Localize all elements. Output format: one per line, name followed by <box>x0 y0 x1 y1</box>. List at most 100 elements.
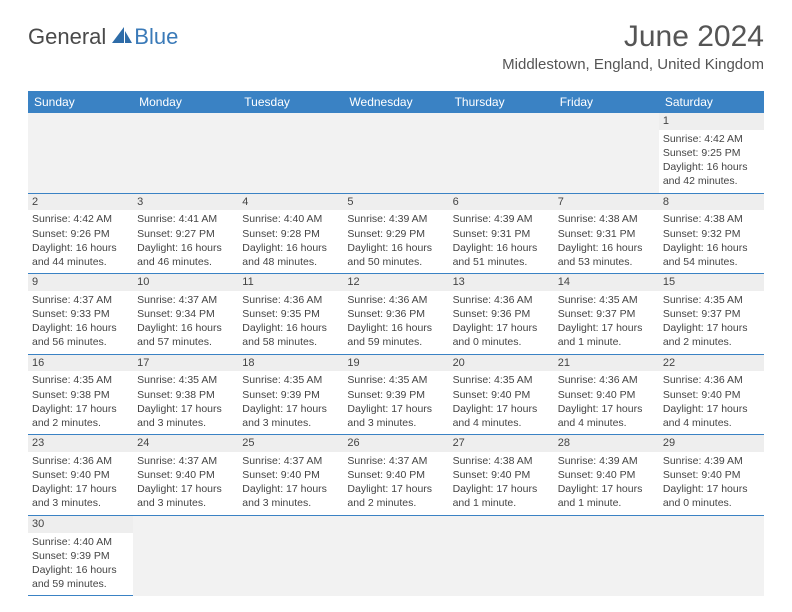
day-content: Sunrise: 4:42 AMSunset: 9:25 PMDaylight:… <box>659 130 764 193</box>
sunset-line: Sunset: 9:40 PM <box>137 468 234 482</box>
sunrise-line: Sunrise: 4:37 AM <box>137 454 234 468</box>
calendar-cell: 1Sunrise: 4:42 AMSunset: 9:25 PMDaylight… <box>659 113 764 193</box>
sunset-line: Sunset: 9:39 PM <box>347 388 444 402</box>
day-content: Sunrise: 4:39 AMSunset: 9:40 PMDaylight:… <box>659 452 764 515</box>
day-content: Sunrise: 4:35 AMSunset: 9:37 PMDaylight:… <box>554 291 659 354</box>
calendar-cell-empty <box>449 515 554 596</box>
daylight-line: Daylight: 16 hours and 46 minutes. <box>137 241 234 269</box>
day-number: 18 <box>238 355 343 372</box>
day-content: Sunrise: 4:37 AMSunset: 9:40 PMDaylight:… <box>238 452 343 515</box>
day-content: Sunrise: 4:39 AMSunset: 9:29 PMDaylight:… <box>343 210 448 273</box>
day-content: Sunrise: 4:37 AMSunset: 9:34 PMDaylight:… <box>133 291 238 354</box>
daylight-line: Daylight: 17 hours and 2 minutes. <box>347 482 444 510</box>
calendar-cell: 2Sunrise: 4:42 AMSunset: 9:26 PMDaylight… <box>28 193 133 274</box>
sunrise-line: Sunrise: 4:38 AM <box>558 212 655 226</box>
sunset-line: Sunset: 9:31 PM <box>453 227 550 241</box>
daylight-line: Daylight: 16 hours and 54 minutes. <box>663 241 760 269</box>
calendar-cell-empty <box>343 113 448 193</box>
daylight-line: Daylight: 17 hours and 1 minute. <box>453 482 550 510</box>
day-number: 8 <box>659 194 764 211</box>
sunrise-line: Sunrise: 4:35 AM <box>663 293 760 307</box>
sunset-line: Sunset: 9:38 PM <box>137 388 234 402</box>
sunrise-line: Sunrise: 4:37 AM <box>32 293 129 307</box>
day-number: 22 <box>659 355 764 372</box>
daylight-line: Daylight: 17 hours and 0 minutes. <box>663 482 760 510</box>
sunrise-line: Sunrise: 4:42 AM <box>32 212 129 226</box>
daylight-line: Daylight: 17 hours and 2 minutes. <box>663 321 760 349</box>
calendar-cell: 13Sunrise: 4:36 AMSunset: 9:36 PMDayligh… <box>449 274 554 355</box>
weekday-header: Sunday <box>28 91 133 113</box>
sunset-line: Sunset: 9:40 PM <box>242 468 339 482</box>
sunrise-line: Sunrise: 4:38 AM <box>453 454 550 468</box>
daylight-line: Daylight: 17 hours and 3 minutes. <box>32 482 129 510</box>
sunset-line: Sunset: 9:39 PM <box>242 388 339 402</box>
day-number: 6 <box>449 194 554 211</box>
calendar-cell-empty <box>133 113 238 193</box>
day-number: 15 <box>659 274 764 291</box>
calendar-cell-empty <box>28 113 133 193</box>
sunset-line: Sunset: 9:26 PM <box>32 227 129 241</box>
sunrise-line: Sunrise: 4:36 AM <box>242 293 339 307</box>
sunset-line: Sunset: 9:37 PM <box>663 307 760 321</box>
calendar-cell: 26Sunrise: 4:37 AMSunset: 9:40 PMDayligh… <box>343 435 448 516</box>
day-content: Sunrise: 4:37 AMSunset: 9:40 PMDaylight:… <box>343 452 448 515</box>
calendar-table: Sunday Monday Tuesday Wednesday Thursday… <box>28 91 764 596</box>
sunrise-line: Sunrise: 4:35 AM <box>137 373 234 387</box>
day-number: 3 <box>133 194 238 211</box>
calendar-cell-empty <box>238 515 343 596</box>
day-content: Sunrise: 4:40 AMSunset: 9:28 PMDaylight:… <box>238 210 343 273</box>
day-number: 24 <box>133 435 238 452</box>
calendar-cell: 29Sunrise: 4:39 AMSunset: 9:40 PMDayligh… <box>659 435 764 516</box>
calendar-cell: 16Sunrise: 4:35 AMSunset: 9:38 PMDayligh… <box>28 354 133 435</box>
day-content: Sunrise: 4:35 AMSunset: 9:40 PMDaylight:… <box>449 371 554 434</box>
day-content: Sunrise: 4:36 AMSunset: 9:36 PMDaylight:… <box>449 291 554 354</box>
sunset-line: Sunset: 9:34 PM <box>137 307 234 321</box>
calendar-cell: 5Sunrise: 4:39 AMSunset: 9:29 PMDaylight… <box>343 193 448 274</box>
calendar-cell: 19Sunrise: 4:35 AMSunset: 9:39 PMDayligh… <box>343 354 448 435</box>
daylight-line: Daylight: 17 hours and 0 minutes. <box>453 321 550 349</box>
day-number: 2 <box>28 194 133 211</box>
day-number: 16 <box>28 355 133 372</box>
day-content: Sunrise: 4:36 AMSunset: 9:40 PMDaylight:… <box>659 371 764 434</box>
calendar-cell-empty <box>238 113 343 193</box>
calendar-row: 9Sunrise: 4:37 AMSunset: 9:33 PMDaylight… <box>28 274 764 355</box>
weekday-header: Thursday <box>449 91 554 113</box>
daylight-line: Daylight: 16 hours and 59 minutes. <box>347 321 444 349</box>
day-number: 13 <box>449 274 554 291</box>
weekday-header: Saturday <box>659 91 764 113</box>
day-content: Sunrise: 4:35 AMSunset: 9:38 PMDaylight:… <box>133 371 238 434</box>
day-content: Sunrise: 4:39 AMSunset: 9:40 PMDaylight:… <box>554 452 659 515</box>
sunrise-line: Sunrise: 4:40 AM <box>242 212 339 226</box>
day-number: 17 <box>133 355 238 372</box>
sunset-line: Sunset: 9:40 PM <box>663 388 760 402</box>
calendar-cell: 12Sunrise: 4:36 AMSunset: 9:36 PMDayligh… <box>343 274 448 355</box>
day-content: Sunrise: 4:40 AMSunset: 9:39 PMDaylight:… <box>28 533 133 596</box>
daylight-line: Daylight: 17 hours and 1 minute. <box>558 321 655 349</box>
calendar-row: 16Sunrise: 4:35 AMSunset: 9:38 PMDayligh… <box>28 354 764 435</box>
sunset-line: Sunset: 9:25 PM <box>663 146 760 160</box>
calendar-cell: 20Sunrise: 4:35 AMSunset: 9:40 PMDayligh… <box>449 354 554 435</box>
sunrise-line: Sunrise: 4:38 AM <box>663 212 760 226</box>
sunset-line: Sunset: 9:35 PM <box>242 307 339 321</box>
day-content: Sunrise: 4:38 AMSunset: 9:31 PMDaylight:… <box>554 210 659 273</box>
calendar-cell-empty <box>659 515 764 596</box>
daylight-line: Daylight: 17 hours and 1 minute. <box>558 482 655 510</box>
day-number: 5 <box>343 194 448 211</box>
sunrise-line: Sunrise: 4:35 AM <box>453 373 550 387</box>
sunrise-line: Sunrise: 4:36 AM <box>453 293 550 307</box>
location: Middlestown, England, United Kingdom <box>502 56 764 73</box>
day-number: 20 <box>449 355 554 372</box>
day-content: Sunrise: 4:41 AMSunset: 9:27 PMDaylight:… <box>133 210 238 273</box>
calendar-row: 1Sunrise: 4:42 AMSunset: 9:25 PMDaylight… <box>28 113 764 193</box>
sunrise-line: Sunrise: 4:41 AM <box>137 212 234 226</box>
weekday-header-row: Sunday Monday Tuesday Wednesday Thursday… <box>28 91 764 113</box>
month-title: June 2024 <box>502 20 764 54</box>
daylight-line: Daylight: 17 hours and 3 minutes. <box>137 482 234 510</box>
sunrise-line: Sunrise: 4:35 AM <box>558 293 655 307</box>
calendar-cell-empty <box>343 515 448 596</box>
day-content: Sunrise: 4:36 AMSunset: 9:35 PMDaylight:… <box>238 291 343 354</box>
daylight-line: Daylight: 16 hours and 58 minutes. <box>242 321 339 349</box>
day-content: Sunrise: 4:42 AMSunset: 9:26 PMDaylight:… <box>28 210 133 273</box>
day-content: Sunrise: 4:38 AMSunset: 9:40 PMDaylight:… <box>449 452 554 515</box>
day-number: 26 <box>343 435 448 452</box>
